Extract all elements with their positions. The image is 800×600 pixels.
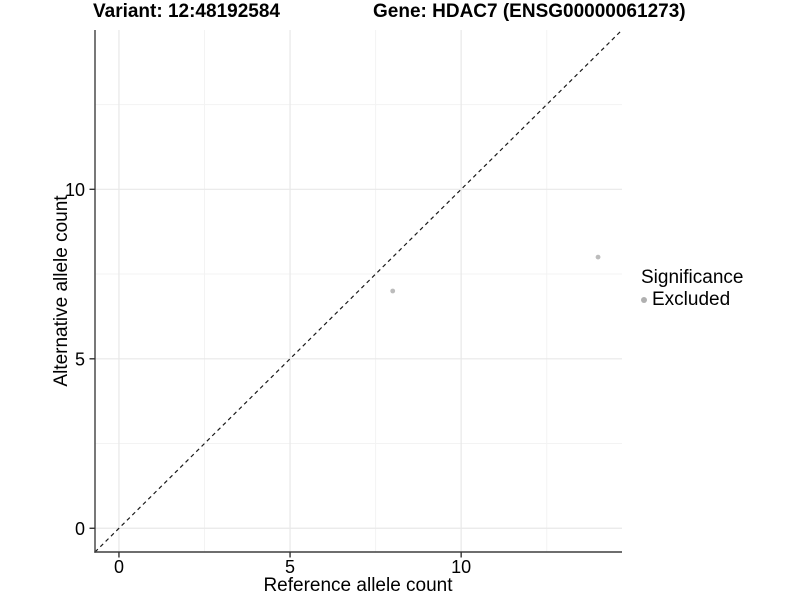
data-point [390, 288, 396, 294]
gene-title: Gene: HDAC7 (ENSG00000061273) [373, 1, 686, 22]
y-axis-title: Alternative allele count [51, 195, 72, 387]
x-tick-label: 5 [285, 557, 295, 577]
y-tick-label: 5 [75, 349, 85, 369]
legend-title: Significance [641, 267, 744, 288]
legend: Significance Excluded [641, 267, 743, 310]
variant-title: Variant: 12:48192584 [93, 1, 280, 22]
data-point [595, 254, 601, 260]
legend-marker-icon [641, 296, 647, 303]
x-tick-label: 0 [114, 557, 124, 577]
legend-item-excluded: Excluded [641, 289, 743, 310]
identity-line [94, 29, 623, 553]
x-axis-title: Reference allele count [263, 575, 453, 596]
y-tick-label: 10 [65, 180, 85, 200]
x-tick-label: 10 [451, 557, 471, 577]
y-tick-label: 0 [75, 519, 85, 539]
legend-item-label: Excluded [652, 289, 731, 310]
